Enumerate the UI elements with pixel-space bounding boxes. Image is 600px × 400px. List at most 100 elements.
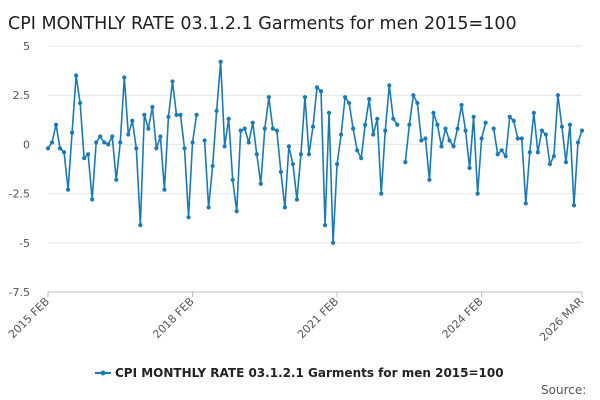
data-point[interactable] [278, 169, 283, 175]
data-point[interactable] [238, 128, 243, 133]
data-point[interactable] [499, 148, 504, 153]
data-point[interactable] [523, 201, 528, 206]
data-point[interactable] [214, 108, 219, 114]
data-point[interactable] [270, 126, 275, 131]
data-point[interactable] [475, 191, 480, 196]
data-point[interactable] [206, 205, 211, 210]
data-point[interactable] [290, 161, 296, 167]
data-point[interactable] [262, 126, 267, 131]
data-point[interactable] [375, 116, 380, 121]
data-point[interactable] [154, 146, 159, 151]
data-point[interactable] [182, 146, 187, 151]
data-point[interactable] [439, 144, 444, 149]
data-point[interactable] [202, 138, 207, 143]
data-point[interactable] [451, 144, 456, 149]
data-point[interactable] [326, 110, 332, 116]
data-point[interactable] [166, 114, 171, 119]
data-point[interactable] [170, 79, 175, 84]
data-point[interactable] [110, 134, 115, 139]
data-point[interactable] [347, 100, 352, 106]
data-point[interactable] [411, 93, 416, 98]
data-point[interactable] [114, 177, 119, 182]
data-point[interactable] [126, 132, 131, 137]
data-point[interactable] [575, 140, 581, 145]
data-point[interactable] [94, 140, 99, 145]
data-point[interactable] [387, 83, 392, 88]
data-point[interactable] [447, 138, 452, 143]
data-point[interactable] [431, 110, 436, 116]
data-point[interactable] [118, 140, 123, 145]
data-point[interactable] [471, 114, 476, 119]
data-point[interactable] [535, 150, 540, 155]
data-point[interactable] [515, 136, 520, 141]
data-point[interactable] [463, 128, 468, 133]
data-point[interactable] [507, 114, 512, 119]
data-point[interactable] [122, 75, 127, 80]
data-point[interactable] [495, 152, 500, 157]
data-point[interactable] [527, 150, 532, 155]
data-point[interactable] [65, 187, 71, 192]
data-point[interactable] [310, 124, 316, 129]
data-point[interactable] [322, 222, 328, 228]
data-point[interactable] [355, 148, 360, 153]
data-point[interactable] [294, 197, 300, 202]
data-point[interactable] [403, 160, 408, 165]
data-point[interactable] [455, 126, 460, 131]
data-point[interactable] [519, 136, 524, 141]
data-point[interactable] [367, 97, 372, 102]
data-point[interactable] [302, 95, 308, 100]
data-point[interactable] [359, 156, 364, 161]
data-point[interactable] [266, 95, 271, 100]
data-point[interactable] [407, 122, 412, 127]
data-point[interactable] [258, 181, 263, 186]
data-point[interactable] [547, 161, 552, 167]
data-point[interactable] [130, 118, 135, 123]
data-point[interactable] [53, 122, 59, 127]
data-point[interactable] [158, 134, 163, 139]
data-point[interactable] [318, 89, 324, 94]
data-point[interactable] [194, 112, 199, 117]
data-point[interactable] [298, 152, 304, 157]
data-point[interactable] [86, 152, 91, 157]
data-point[interactable] [134, 146, 139, 151]
data-point[interactable] [419, 138, 424, 143]
data-point[interactable] [383, 128, 388, 133]
data-point[interactable] [282, 205, 287, 210]
data-point[interactable] [218, 59, 223, 64]
data-point[interactable] [539, 128, 544, 133]
data-point[interactable] [559, 124, 565, 129]
data-point[interactable] [146, 126, 151, 131]
data-point[interactable] [254, 152, 259, 157]
data-point[interactable] [479, 136, 484, 141]
data-point[interactable] [74, 73, 79, 78]
data-point[interactable] [563, 160, 569, 165]
data-point[interactable] [174, 112, 179, 117]
data-point[interactable] [330, 240, 336, 245]
data-point[interactable] [343, 95, 348, 100]
data-point[interactable] [57, 146, 63, 151]
data-point[interactable] [82, 156, 87, 161]
legend[interactable]: CPI MONTHLY RATE 03.1.2.1 Garments for m… [95, 366, 504, 380]
data-point[interactable] [162, 187, 167, 192]
data-point[interactable] [230, 177, 235, 182]
data-point[interactable] [395, 122, 400, 127]
data-point[interactable] [427, 177, 432, 182]
data-point[interactable] [226, 116, 231, 121]
data-point[interactable] [579, 128, 585, 133]
data-point[interactable] [423, 136, 428, 141]
data-point[interactable] [274, 128, 279, 133]
data-point[interactable] [467, 165, 472, 171]
data-point[interactable] [555, 93, 561, 98]
data-point[interactable] [459, 102, 464, 108]
data-point[interactable] [551, 154, 556, 159]
data-point[interactable] [45, 146, 51, 151]
data-point[interactable] [98, 134, 103, 139]
data-point[interactable] [363, 122, 368, 127]
data-point[interactable] [567, 122, 573, 127]
data-point[interactable] [571, 203, 577, 208]
data-point[interactable] [250, 120, 255, 125]
data-point[interactable] [511, 118, 516, 123]
data-point[interactable] [186, 215, 191, 220]
data-point[interactable] [90, 197, 95, 202]
data-point[interactable] [150, 104, 155, 110]
